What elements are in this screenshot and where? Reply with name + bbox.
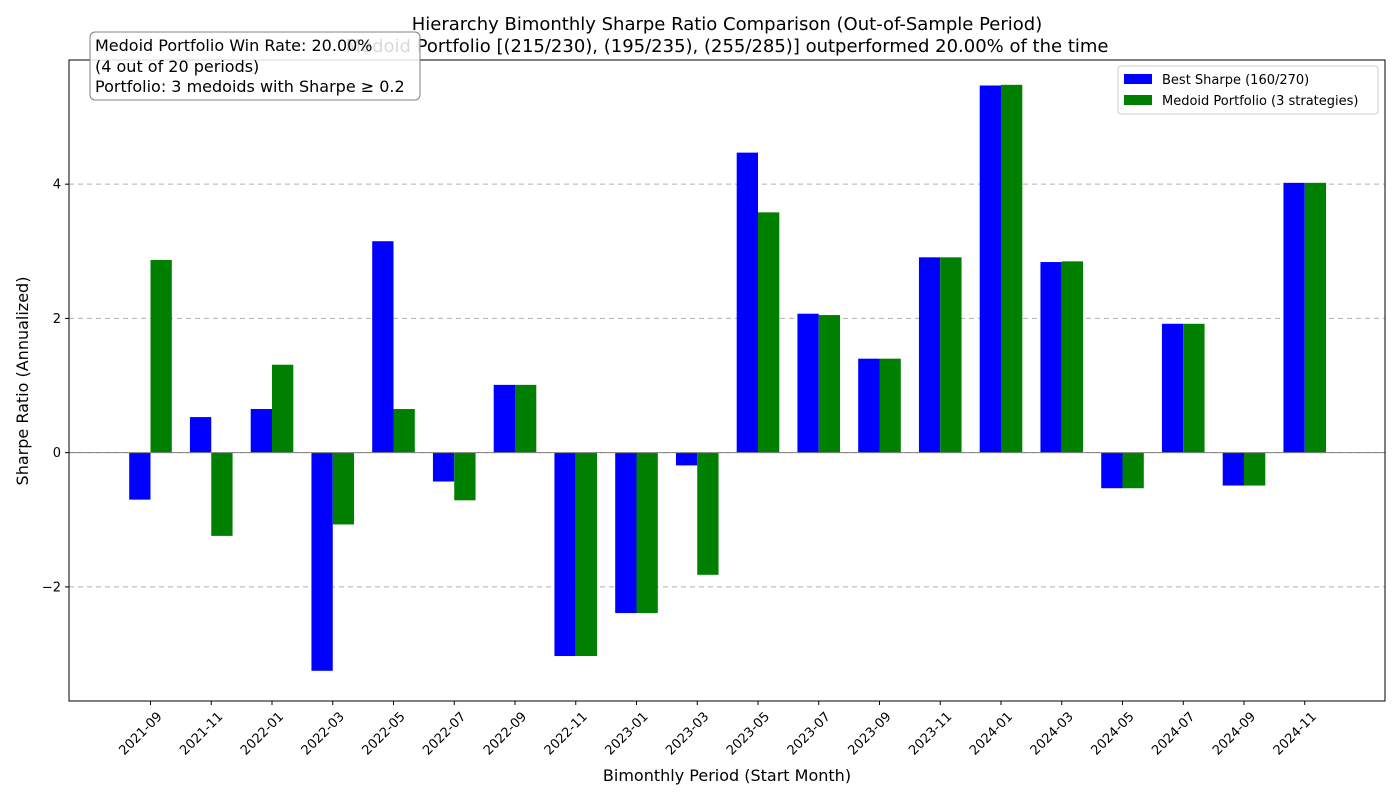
x-tick-label: 2024-05 [1089,709,1138,758]
bar-medoid-portfolio-3-strategies-2024-09 [1244,452,1266,486]
bar-best-sharpe-160-270-2024-03 [1040,262,1062,453]
bar-best-sharpe-160-270-2023-07 [797,313,819,453]
x-tick-label: 2023-03 [663,709,712,758]
x-tick-label: 2023-05 [724,709,773,758]
bar-medoid-portfolio-3-strategies-2023-01 [636,452,658,614]
bar-best-sharpe-160-270-2022-03 [311,452,333,671]
x-axis-label: Bimonthly Period (Start Month) [603,766,851,785]
y-tick-label: −2 [42,580,61,595]
legend-label-medoid-portfolio: Medoid Portfolio (3 strategies) [1162,94,1359,109]
x-tick-label: 2021-09 [117,709,166,758]
plot-frame [68,59,1386,702]
bar-medoid-portfolio-3-strategies-2024-11 [1304,182,1327,453]
y-tick-label: 2 [53,312,61,327]
annotation-line-2: (4 out of 20 periods) [95,57,259,76]
bar-medoid-portfolio-3-strategies-2023-05 [758,212,780,453]
annotation-line-3: Portfolio: 3 medoids with Sharpe ≥ 0.2 [95,77,405,96]
legend-frame [1117,65,1379,115]
bar-best-sharpe-160-270-2021-11 [189,417,212,453]
legend-label-best-sharpe: Best Sharpe (160/270) [1162,73,1309,88]
chart-title-line2: Medoid Portfolio [(215/230), (195/235), … [345,36,1108,57]
bar-best-sharpe-160-270-2023-09 [858,358,880,453]
bar-best-sharpe-160-270-2024-01 [979,85,1001,453]
bar-best-sharpe-160-270-2023-01 [615,452,637,614]
x-tick-label: 2024-11 [1271,709,1320,758]
x-tick-label: 2023-07 [785,709,834,758]
bar-best-sharpe-160-270-2024-07 [1161,323,1184,453]
bar-best-sharpe-160-270-2024-11 [1283,182,1305,453]
bar-best-sharpe-160-270-2022-07 [432,452,455,482]
bar-medoid-portfolio-3-strategies-2024-07 [1183,323,1205,453]
x-tick-label: 2022-09 [481,709,530,758]
bar-best-sharpe-160-270-2024-09 [1222,452,1244,486]
y-axis-label: Sharpe Ratio (Annualized) [13,277,32,486]
x-tick-label: 2023-09 [846,709,895,758]
x-tick-label: 2022-11 [542,709,591,758]
x-tick-label: 2024-03 [1028,709,1077,758]
x-tick-label: 2022-07 [420,709,469,758]
y-tick-label: 4 [53,178,61,193]
x-tick-label: 2021-11 [177,709,226,758]
bar-best-sharpe-160-270-2021-09 [129,452,151,500]
bar-medoid-portfolio-3-strategies-2022-07 [454,452,476,501]
bar-best-sharpe-160-270-2022-11 [554,452,576,657]
x-tick-label: 2022-01 [238,709,287,758]
y-tick-label: 0 [53,446,61,461]
bar-medoid-portfolio-3-strategies-2024-03 [1061,261,1084,453]
annotation-line-1: Medoid Portfolio Win Rate: 20.00% [95,36,373,55]
x-tick-label: 2022-05 [360,709,409,758]
bar-medoid-portfolio-3-strategies-2023-11 [940,257,962,453]
bar-medoid-portfolio-3-strategies-2023-07 [818,315,841,453]
x-tick-label: 2023-01 [603,709,652,758]
bar-medoid-portfolio-3-strategies-2023-03 [697,452,719,575]
bar-medoid-portfolio-3-strategies-2022-03 [332,452,355,525]
bar-medoid-portfolio-3-strategies-2024-01 [1001,84,1023,453]
x-axis-ticks: 2021-09 2021-11 2022-01 2022-03 2022-05 2022-… [117,701,1320,758]
bar-best-sharpe-160-270-2022-09 [493,384,515,453]
bar-best-sharpe-160-270-2023-05 [736,152,758,453]
bar-medoid-portfolio-3-strategies-2023-09 [879,358,901,453]
bar-best-sharpe-160-270-2023-11 [918,257,941,453]
bar-best-sharpe-160-270-2022-05 [372,241,394,453]
bar-medoid-portfolio-3-strategies-2024-05 [1122,452,1144,489]
bar-medoid-portfolio-3-strategies-2022-09 [515,384,537,453]
x-tick-label: 2024-09 [1210,709,1259,758]
chart-title-line1: Hierarchy Bimonthly Sharpe Ratio Compari… [412,14,1043,35]
y-axis-ticks: −2 0 2 4 [42,178,69,595]
bar-medoid-portfolio-3-strategies-2022-01 [272,364,294,453]
annotation-box [89,31,421,101]
bar-best-sharpe-160-270-2024-05 [1101,452,1123,489]
legend-swatch-medoid-portfolio [1124,95,1152,105]
bars [129,84,1327,671]
bar-medoid-portfolio-3-strategies-2022-05 [393,409,415,453]
x-tick-label: 2024-07 [1149,709,1198,758]
bar-medoid-portfolio-3-strategies-2022-11 [575,452,598,657]
x-tick-label: 2024-01 [967,709,1016,758]
bar-best-sharpe-160-270-2022-01 [250,409,272,453]
win-rate-annotation: Medoid Portfolio Win Rate: 20.00% (4 out… [89,31,421,101]
legend-swatch-best-sharpe [1124,74,1152,84]
x-tick-label: 2022-03 [299,709,348,758]
bar-medoid-portfolio-3-strategies-2021-09 [150,260,172,453]
bar-best-sharpe-160-270-2023-03 [675,452,698,466]
bar-medoid-portfolio-3-strategies-2021-11 [211,452,233,536]
x-tick-label: 2023-11 [906,709,955,758]
legend: Best Sharpe (160/270) Medoid Portfolio (… [1117,65,1379,115]
